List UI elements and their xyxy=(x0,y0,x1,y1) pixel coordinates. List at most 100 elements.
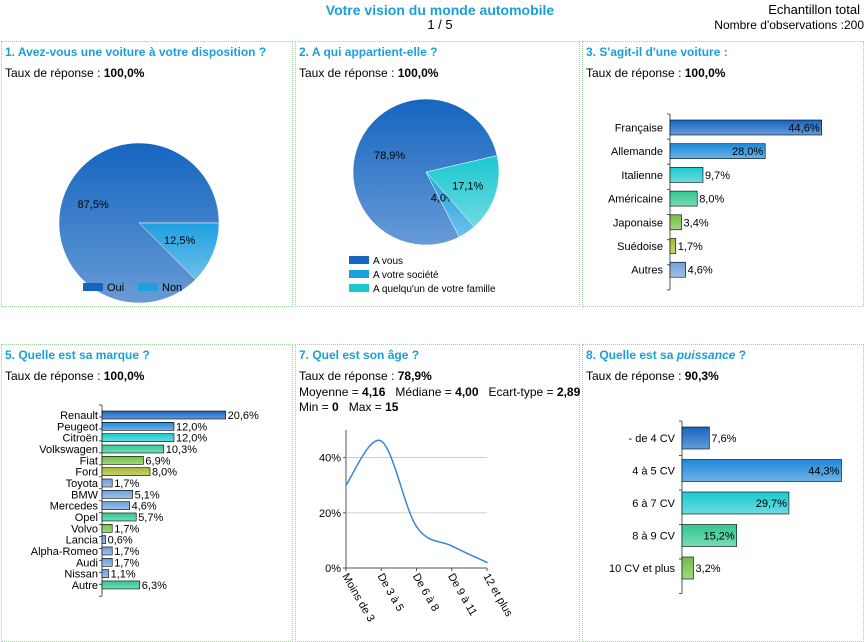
panel-q5: 5. Quelle est sa marque ? Taux de répons… xyxy=(1,344,293,642)
value-label-6-a-7-cv: 29,7% xyxy=(756,498,787,510)
response-rate-label: Taux de réponse : xyxy=(299,369,398,383)
y-tick-label: 20% xyxy=(319,508,341,520)
legend-label-non: Non xyxy=(162,282,182,294)
value-label-suedoise: 1,7% xyxy=(678,241,703,253)
bar-italienne xyxy=(669,167,704,183)
response-rate-value: 100,0% xyxy=(103,369,145,383)
legend-label-a-votre-societe: A votre société xyxy=(373,270,439,281)
pie-slice-a-quelqu-un-de-votre-famille xyxy=(425,155,500,228)
value-label-allemande: 28,0% xyxy=(732,146,763,158)
category-label-nissan: Nissan xyxy=(64,569,98,581)
response-rate: Taux de réponse : 100,0% xyxy=(5,66,144,80)
value-label-lancia: 0,6% xyxy=(108,535,133,547)
mean-label: Moyenne = xyxy=(299,385,363,399)
response-rate-value: 100,0% xyxy=(397,66,439,80)
slice-label-oui: 87,5% xyxy=(78,199,109,211)
bar-chart-q3: Française 44,6% Allemande 28,0% Italienne 9,7… xyxy=(608,113,822,291)
category-label-mercedes: Mercedes xyxy=(50,501,99,513)
response-rate-value: 100,0% xyxy=(684,66,726,80)
legend-swatch-oui xyxy=(83,283,103,291)
response-rate-label: Taux de réponse : xyxy=(299,66,398,80)
bar-renault xyxy=(101,410,226,420)
min-label: Min = xyxy=(299,400,333,414)
observation-count: Nombre d'observations :200 xyxy=(714,18,864,32)
legend-label-oui: Oui xyxy=(107,282,124,294)
category-label-bmw: BMW xyxy=(71,489,99,501)
value-label-americaine: 8,0% xyxy=(699,194,724,206)
category-label-alpha-romeo: Alpha-Romeo xyxy=(31,546,98,558)
data-point-de-3-a-5 xyxy=(380,440,383,442)
response-rate-label: Taux de réponse : xyxy=(586,369,685,383)
value-label-10-cv-et-plus: 3,2% xyxy=(696,563,721,575)
x-tick-label-de-6-a-8: De 6 à 8 xyxy=(410,572,441,614)
response-rate: Taux de réponse : 90,3% xyxy=(586,369,719,383)
min-value: 0 xyxy=(332,400,339,414)
value-label-volvo: 1,7% xyxy=(114,523,139,535)
value-label-audi: 1,7% xyxy=(114,557,139,569)
panel-q8: 8. Quelle est sa puissance ? Taux de rép… xyxy=(582,344,864,642)
bar-alpha-romeo xyxy=(101,546,113,556)
bar-americaine xyxy=(669,190,698,207)
panel-title: 2. A qui appartient-elle ? xyxy=(299,45,438,59)
value-label-japonaise: 3,4% xyxy=(684,217,709,229)
bar-8-a-9-cv xyxy=(681,524,738,547)
data-point-12-et-plus xyxy=(486,561,488,564)
category-label-americaine: Américaine xyxy=(608,194,663,206)
value-label-mercedes: 4,6% xyxy=(132,501,157,513)
value-label-alpha-romeo: 1,7% xyxy=(114,546,139,558)
category-label-autres: Autres xyxy=(631,265,663,277)
category-label-toyota: Toyota xyxy=(66,478,99,490)
value-label-de-4-cv: 7,6% xyxy=(711,433,736,445)
panel-q7: 7. Quel est son âge ? Taux de réponse : … xyxy=(295,344,580,642)
legend-swatch-a-votre-societe xyxy=(349,270,369,278)
value-label-autres: 4,6% xyxy=(688,265,713,277)
sd-label: Ecart-type = xyxy=(488,385,557,399)
x-tick-label-de-3-a-5: De 3 à 5 xyxy=(375,572,406,614)
x-tick-label-12-et-plus: 12 et plus xyxy=(480,572,514,620)
category-label-ford: Ford xyxy=(75,467,98,479)
pie-slice-non xyxy=(138,222,220,280)
bar-autre xyxy=(101,580,141,590)
max-label: Max = xyxy=(348,400,386,414)
bar-chart-q5: Renault 20,6% Peugeot 12,0% Citroën 12,0% Volk… xyxy=(31,404,259,597)
category-label-allemande: Allemande xyxy=(611,146,663,158)
category-label-4-a-5-cv: 4 à 5 CV xyxy=(632,466,675,478)
value-label-peugeot: 12,0% xyxy=(176,421,207,433)
category-label-opel: Opel xyxy=(75,512,98,524)
category-label-10-cv-et-plus: 10 CV et plus xyxy=(609,563,676,575)
sd-value: 2,89 xyxy=(556,385,581,399)
category-label-volvo: Volvo xyxy=(71,523,98,535)
report-title: Votre vision du monde automobile xyxy=(325,2,555,18)
legend-swatch-a-vous xyxy=(349,256,369,264)
series-line xyxy=(345,439,488,564)
data-point-moins-de-3 xyxy=(345,484,347,486)
panel-q3: 3. S'agit-il d'une voiture : Taux de rép… xyxy=(582,41,864,307)
value-label-autre: 6,3% xyxy=(142,580,167,592)
category-label-francaise: Française xyxy=(615,123,663,135)
bar-opel xyxy=(101,512,137,522)
bar-chart-q8: - de 4 CV 7,6% 4 à 5 CV 44,3% 6 à 7 CV 29,7% 8… xyxy=(609,420,842,594)
value-label-citroen: 12,0% xyxy=(176,433,207,445)
panel-title: 7. Quel est son âge ? xyxy=(299,348,420,362)
title-prefix: 8. Quelle est sa xyxy=(586,348,677,362)
response-rate-label: Taux de réponse : xyxy=(5,66,104,80)
pie-chart-q1: 87,5% 12,5% Oui Non xyxy=(58,142,220,304)
response-rate-label: Taux de réponse : xyxy=(5,369,104,383)
panel-q1: 1. Avez-vous une voiture à votre disposi… xyxy=(1,41,293,307)
category-label-japonaise: Japonaise xyxy=(613,217,663,229)
bar-fiat xyxy=(101,456,144,465)
bar-4-a-5-cv xyxy=(681,459,842,482)
value-label-fiat: 6,9% xyxy=(145,455,170,467)
panel-title: 8. Quelle est sa puissance ? xyxy=(586,348,746,362)
slice-label-a-vous: 78,9% xyxy=(374,150,405,162)
bar-bmw xyxy=(101,490,133,499)
value-label-4-a-5-cv: 44,3% xyxy=(808,466,839,478)
response-rate: Taux de réponse : 78,9% xyxy=(299,369,432,383)
title-suffix: ? xyxy=(735,348,747,362)
category-label-volkswagen: Volkswagen xyxy=(39,444,98,456)
bar-autres xyxy=(669,261,686,278)
category-label-lancia: Lancia xyxy=(66,535,99,547)
category-label-8-a-9-cv: 8 à 9 CV xyxy=(632,531,675,543)
bar-de-4-cv xyxy=(681,426,710,450)
